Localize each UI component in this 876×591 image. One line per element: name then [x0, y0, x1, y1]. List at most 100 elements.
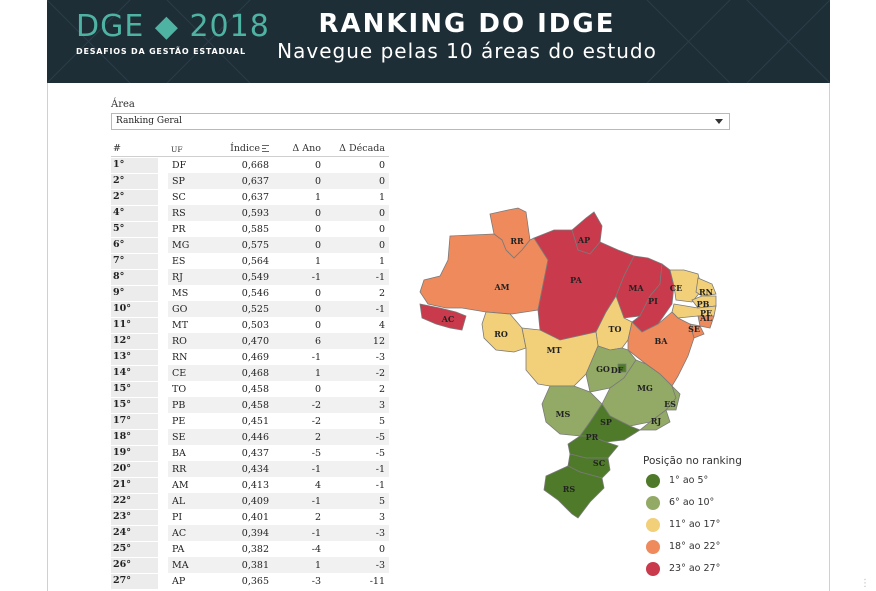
rank-cell: 20° [111, 462, 158, 477]
delta-decada-cell: 2 [378, 288, 385, 299]
state-df[interactable] [617, 363, 627, 373]
legend-item[interactable]: 18° ao 22° [643, 539, 742, 561]
legend-color-dot [646, 540, 660, 554]
delta-ano-cell: -1 [311, 528, 321, 539]
table-row[interactable]: 25° PA 0,382 -4 0 [111, 541, 389, 557]
state-ac[interactable] [419, 303, 467, 331]
table-row[interactable]: 7° ES 0,564 1 1 [111, 253, 389, 269]
table-row[interactable]: 27° AP 0,365 -3 -11 [111, 573, 389, 589]
label-pe: PE [700, 308, 712, 318]
uf-cell: PI [172, 512, 183, 523]
index-cell: 0,446 [241, 432, 269, 443]
table-row[interactable]: 9° MS 0,546 0 2 [111, 285, 389, 301]
delta-decada-cell: 0 [378, 208, 385, 219]
ranking-table: # UF Índice Δ Ano Δ Década 1° DF 0,668 0 0 2°… [111, 141, 389, 589]
state-ro[interactable] [481, 311, 527, 353]
header-index[interactable]: Índice [217, 143, 269, 154]
table-row[interactable]: 5° PR 0,585 0 0 [111, 221, 389, 237]
delta-decada-cell: -2 [375, 368, 385, 379]
table-row[interactable]: 26° MA 0,381 1 -3 [111, 557, 389, 573]
legend-item[interactable]: 6° ao 10° [643, 495, 742, 517]
header-rank[interactable]: # [113, 143, 121, 154]
delta-decada-cell: 0 [378, 224, 385, 235]
delta-decada-cell: -3 [375, 352, 385, 363]
table-row[interactable]: 15° PB 0,458 -2 3 [111, 397, 389, 413]
table-row[interactable]: 18° SE 0,446 2 -5 [111, 429, 389, 445]
state-al[interactable] [697, 315, 715, 329]
rank-cell: 24° [111, 526, 158, 541]
brazil-map: RR AP AM PA MA CE RN PB PE PI AL SE AC R… [419, 207, 717, 519]
sort-icon[interactable] [262, 145, 269, 152]
index-cell: 0,503 [241, 320, 269, 331]
table-row[interactable]: 2° SC 0,637 1 1 [111, 189, 389, 205]
table-row[interactable]: 8° RJ 0,549 -1 -1 [111, 269, 389, 285]
table-row[interactable]: 21° AM 0,413 4 -1 [111, 477, 389, 493]
index-cell: 0,637 [241, 192, 269, 203]
header-uf[interactable]: UF [171, 145, 183, 154]
index-cell: 0,451 [241, 416, 269, 427]
header-delta-decada[interactable]: Δ Década [339, 143, 385, 154]
uf-cell: ES [172, 256, 186, 267]
index-cell: 0,382 [241, 544, 269, 555]
label-ro: RO [494, 329, 508, 339]
state-pb[interactable] [691, 295, 717, 309]
state-ba[interactable] [627, 311, 695, 387]
table-row[interactable]: 23° PI 0,401 2 3 [111, 509, 389, 525]
label-al: AL [699, 313, 712, 323]
table-row[interactable]: 20° RR 0,434 -1 -1 [111, 461, 389, 477]
state-rn[interactable] [695, 277, 717, 297]
index-cell: 0,458 [241, 384, 269, 395]
table-row[interactable]: 2° SP 0,637 0 0 [111, 173, 389, 189]
index-cell: 0,394 [241, 528, 269, 539]
uf-cell: CE [172, 368, 187, 379]
uf-cell: PA [172, 544, 185, 555]
table-row[interactable]: 11° MT 0,503 0 4 [111, 317, 389, 333]
state-es[interactable] [665, 385, 681, 411]
legend-item[interactable]: 1° ao 5° [643, 473, 742, 495]
row-background [168, 429, 389, 445]
area-dropdown[interactable]: Ranking Geral [111, 113, 730, 130]
uf-cell: PR [172, 224, 186, 235]
delta-ano-cell: 4 [314, 480, 321, 491]
state-am[interactable] [419, 233, 549, 315]
table-row[interactable]: 1° DF 0,668 0 0 [111, 157, 389, 173]
uf-cell: RS [172, 208, 186, 219]
label-ce: CE [670, 283, 682, 293]
label-rr: RR [510, 236, 524, 246]
chevron-down-icon[interactable] [715, 119, 723, 124]
logo: DGE ◆ 2018 [76, 9, 270, 44]
row-background [168, 493, 389, 509]
table-row[interactable]: 22° AL 0,409 -1 5 [111, 493, 389, 509]
state-rs[interactable] [543, 465, 605, 519]
delta-decada-cell: -3 [375, 528, 385, 539]
table-row[interactable]: 10° GO 0,525 0 -1 [111, 301, 389, 317]
table-row[interactable]: 12° RO 0,470 6 12 [111, 333, 389, 349]
uf-cell: PB [172, 400, 186, 411]
page-subtitle: Navegue pelas 10 áreas do estudo [277, 39, 657, 63]
table-row[interactable]: 15° TO 0,458 0 2 [111, 381, 389, 397]
index-cell: 0,637 [241, 176, 269, 187]
label-ap: AP [577, 235, 590, 245]
header-delta-ano[interactable]: Δ Ano [292, 143, 321, 154]
uf-cell: SE [172, 432, 186, 443]
index-cell: 0,549 [241, 272, 269, 283]
rank-cell: 4° [111, 206, 158, 221]
state-rj[interactable] [638, 409, 671, 431]
state-ce[interactable] [669, 269, 703, 303]
table-row[interactable]: 17° PE 0,451 -2 5 [111, 413, 389, 429]
delta-ano-cell: 0 [314, 160, 321, 171]
index-cell: 0,564 [241, 256, 269, 267]
legend-item[interactable]: 23° ao 27° [643, 561, 742, 583]
table-row[interactable]: 14° CE 0,468 1 -2 [111, 365, 389, 381]
uf-cell: MT [172, 320, 189, 331]
table-row[interactable]: 13° RN 0,469 -1 -3 [111, 349, 389, 365]
index-cell: 0,381 [241, 560, 269, 571]
legend-item[interactable]: 11° ao 17° [643, 517, 742, 539]
state-sp[interactable] [579, 403, 641, 443]
delta-ano-cell: -1 [311, 272, 321, 283]
table-row[interactable]: 19° BA 0,437 -5 -5 [111, 445, 389, 461]
table-row[interactable]: 24° AC 0,394 -1 -3 [111, 525, 389, 541]
rank-cell: 19° [111, 446, 158, 461]
table-row[interactable]: 6° MG 0,575 0 0 [111, 237, 389, 253]
table-row[interactable]: 4° RS 0,593 0 0 [111, 205, 389, 221]
